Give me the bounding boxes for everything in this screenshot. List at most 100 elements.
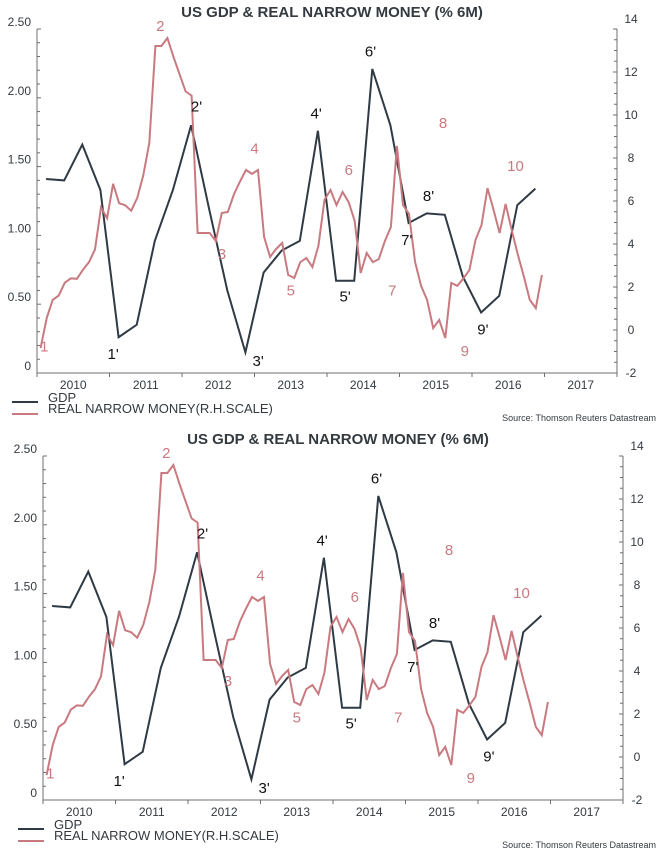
money-turning-point-label: 2 [156, 18, 164, 35]
gdp-turning-point-label: 7' [401, 232, 412, 249]
gdp-series-line [52, 495, 543, 784]
chart-title: US GDP & REAL NARROW MONEY (% 6M) [187, 431, 489, 448]
gdp-turning-point-label: 9' [483, 748, 494, 765]
legend-label-money: REAL NARROW MONEY(R.H.SCALE) [54, 828, 279, 843]
x-axis-tick-label: 2013 [277, 378, 304, 392]
right-axis-tick-label: -2 [626, 366, 637, 380]
gdp-turning-point-label: 3' [259, 780, 270, 797]
money-turning-point-label: 4 [250, 141, 258, 158]
right-axis-tick-label: 14 [624, 12, 638, 26]
left-axis-tick-label: 2.50 [8, 15, 32, 29]
gdp-turning-point-label: 8' [429, 615, 440, 632]
right-axis-tick-label: 10 [630, 535, 644, 549]
money-turning-point-label: 10 [507, 158, 524, 175]
right-axis-tick-label: 6 [634, 621, 641, 635]
money-turning-point-label: 10 [513, 585, 530, 602]
right-axis-tick-label: 8 [628, 151, 635, 165]
money-series-line [39, 35, 543, 349]
gdp-turning-point-label: 2' [197, 526, 208, 543]
money-turning-point-label: 3 [224, 673, 232, 690]
gdp-turning-point-label: 8' [423, 188, 434, 205]
money-turning-point-label: 1 [40, 339, 48, 356]
money-turning-point-label: 3 [218, 246, 226, 263]
money-turning-point-label: 6 [351, 589, 359, 606]
x-axis-tick-label: 2016 [495, 378, 522, 392]
gdp-series-line [46, 68, 537, 357]
left-axis-tick-label: 0.50 [14, 717, 38, 731]
money-turning-point-label: 4 [256, 568, 264, 585]
money-turning-point-label: 5 [293, 710, 301, 727]
right-axis-tick-label: 0 [628, 323, 635, 337]
left-axis-tick-label: 1.50 [14, 580, 38, 594]
gdp-turning-point-label: 5' [346, 715, 357, 732]
x-axis-tick-label: 2012 [205, 378, 232, 392]
x-axis-tick-label: 2010 [60, 378, 87, 392]
chart-title: US GDP & REAL NARROW MONEY (% 6M) [181, 4, 483, 21]
right-axis-tick-label: 4 [634, 664, 641, 678]
x-axis-tick-label: 2015 [422, 378, 449, 392]
money-turning-point-label: 8 [439, 115, 447, 132]
chart-panel-bottom: US GDP & REAL NARROW MONEY (% 6M) 0 0.50 1.… [0, 427, 665, 854]
right-axis-tick-label: 2 [628, 280, 635, 294]
x-axis-tick-label: 2017 [573, 805, 600, 819]
right-axis-tick-label: 12 [624, 65, 638, 79]
money-turning-point-label: 6 [345, 162, 353, 179]
right-axis-tick-label: 4 [628, 237, 635, 251]
source-note: Source: Thomson Reuters Datastream [502, 840, 656, 850]
money-turning-point-label: 2 [162, 445, 170, 462]
money-series-line [45, 462, 549, 776]
left-axis-tick-label: 0 [24, 359, 31, 373]
x-axis-tick-label: 2013 [283, 805, 310, 819]
left-axis-tick-label: 0.50 [8, 290, 32, 304]
x-axis-tick-label: 2014 [356, 805, 383, 819]
left-axis-tick-label: 2.00 [8, 84, 32, 98]
x-axis-tick-label: 2010 [66, 805, 93, 819]
gdp-turning-point-label: 7' [407, 659, 418, 676]
money-turning-point-label: 1 [46, 766, 54, 783]
right-axis-tick-label: 10 [624, 108, 638, 122]
legend-label-gdp: GDP [48, 390, 76, 405]
left-axis-tick-label: 1.00 [8, 221, 32, 235]
legend-label-gdp: GDP [54, 817, 82, 832]
right-axis-tick-label: 8 [634, 578, 641, 592]
x-axis-tick-label: 2016 [501, 805, 528, 819]
gdp-turning-point-label: 6' [365, 44, 376, 61]
chart-panel-top: US GDP & REAL NARROW MONEY (% 6M) 0 0.50 1.… [8, 4, 656, 423]
x-axis-tick-label: 2017 [567, 378, 594, 392]
chart-svg-top: US GDP & REAL NARROW MONEY (% 6M) 0 0.50 1.… [8, 4, 656, 423]
gdp-turning-point-label: 6' [371, 471, 382, 488]
gdp-turning-point-label: 9' [477, 321, 488, 338]
left-axis-tick-label: 1.50 [8, 153, 32, 167]
money-turning-point-label: 5 [287, 283, 295, 300]
left-axis-tick-label: 2.00 [14, 511, 38, 525]
money-turning-point-label: 8 [445, 542, 453, 559]
money-turning-point-label: 7 [388, 283, 396, 300]
right-axis-tick-label: 0 [634, 750, 641, 764]
x-axis-tick-label: 2011 [139, 805, 165, 819]
money-turning-point-label: 7 [394, 710, 402, 727]
gdp-turning-point-label: 2' [191, 99, 202, 116]
left-axis-tick-label: 1.00 [14, 648, 38, 662]
gdp-turning-point-label: 3' [253, 353, 264, 370]
gdp-turning-point-label: 5' [340, 288, 351, 305]
right-axis-tick-label: 14 [630, 439, 644, 453]
money-turning-point-label: 9 [461, 343, 469, 360]
money-turning-point-label: 9 [467, 770, 475, 787]
x-axis-tick-label: 2015 [428, 805, 455, 819]
source-note: Source: Thomson Reuters Datastream [502, 413, 656, 423]
gdp-turning-point-label: 4' [317, 532, 328, 549]
right-axis-tick-label: -2 [632, 793, 643, 807]
legend-label-money: REAL NARROW MONEY(R.H.SCALE) [48, 401, 273, 416]
chart-svg-bottom: US GDP & REAL NARROW MONEY (% 6M) 0 0.50 1.… [14, 431, 656, 850]
gdp-turning-point-label: 4' [311, 105, 322, 122]
gdp-turning-point-label: 1' [114, 773, 125, 790]
x-axis-tick-label: 2012 [211, 805, 238, 819]
gdp-turning-point-label: 1' [108, 346, 119, 363]
left-axis-tick-label: 2.50 [14, 442, 38, 456]
x-axis-tick-label: 2011 [133, 378, 159, 392]
right-axis-tick-label: 12 [630, 492, 644, 506]
right-axis-tick-label: 6 [628, 194, 635, 208]
right-axis-tick-label: 2 [634, 707, 641, 721]
left-axis-tick-label: 0 [30, 786, 37, 800]
x-axis-tick-label: 2014 [350, 378, 377, 392]
